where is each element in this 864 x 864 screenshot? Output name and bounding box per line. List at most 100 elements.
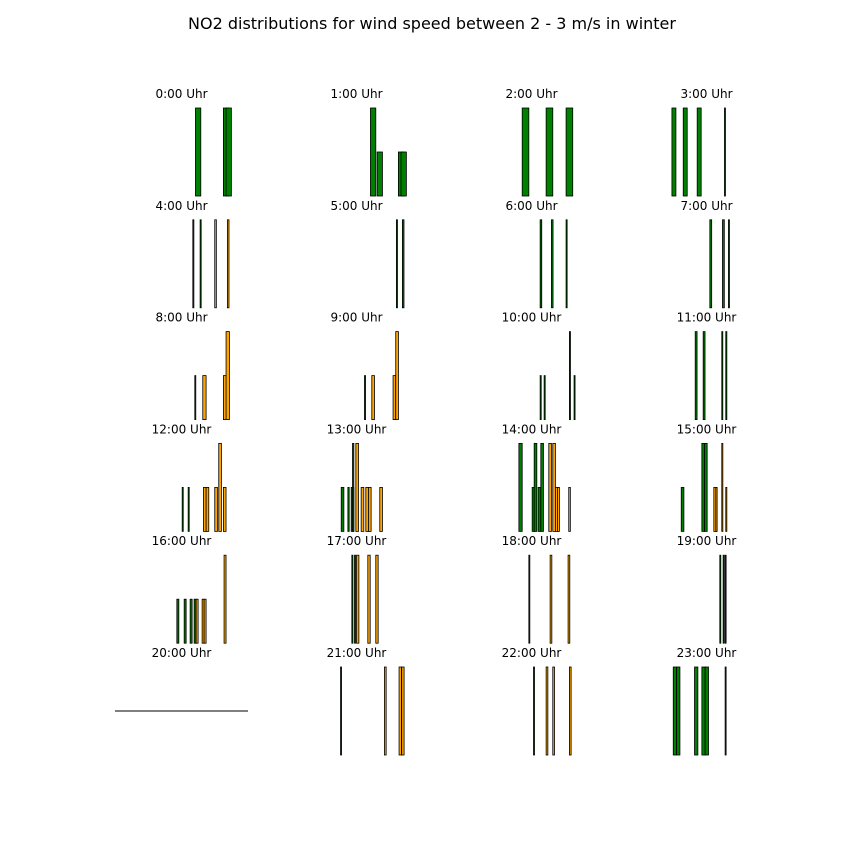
histogram-bar: [569, 331, 571, 421]
histogram-bar: [379, 486, 383, 532]
histogram-bar: [682, 107, 688, 197]
histogram-bar: [694, 666, 699, 756]
histogram-bar: [680, 486, 685, 532]
histogram-bar: [218, 442, 222, 532]
panel: 5:00 Uhr: [330, 199, 405, 309]
histogram-bar: [355, 442, 359, 532]
histogram-bar: [715, 486, 718, 532]
histogram-bar: [340, 666, 342, 756]
histogram-bar: [364, 375, 366, 421]
histogram-bar: [539, 375, 542, 421]
panel-title: 21:00 Uhr: [327, 646, 387, 660]
histogram-bar: [671, 107, 677, 197]
histogram-bar: [203, 486, 207, 532]
histogram-bar: [565, 219, 568, 309]
panel: 19:00 Uhr: [677, 534, 737, 644]
histogram-bar: [351, 554, 354, 644]
panel-title: 3:00 Uhr: [680, 87, 732, 101]
histogram-bar: [709, 219, 713, 309]
histogram-bar: [722, 219, 725, 309]
histogram-bar: [181, 486, 184, 532]
histogram-bar: [724, 666, 727, 756]
histogram-bar: [401, 666, 405, 756]
panel: 18:00 Uhr: [502, 534, 571, 644]
histogram-bar: [194, 375, 197, 421]
histogram-bar: [371, 375, 375, 421]
histogram-bar: [551, 219, 554, 309]
histogram-bar: [352, 442, 355, 532]
histogram-bar: [694, 331, 698, 421]
panel-title: 13:00 Uhr: [327, 422, 387, 436]
histogram-bar: [565, 107, 574, 197]
histogram-bar: [340, 486, 345, 532]
panel-title: 0:00 Uhr: [155, 87, 207, 101]
histogram-bar: [368, 486, 372, 532]
histogram-bar: [545, 107, 554, 197]
histogram-bar: [400, 151, 407, 197]
chart-title: NO2 distributions for wind speed between…: [188, 14, 676, 33]
histogram-bar: [533, 666, 535, 756]
histogram-bar: [223, 554, 227, 644]
histogram-bar: [573, 375, 576, 421]
panel: 17:00 Uhr: [327, 534, 386, 644]
histogram-bar: [728, 219, 730, 309]
panel-title: 11:00 Uhr: [677, 311, 737, 325]
panel-title: 20:00 Uhr: [152, 646, 212, 660]
panel-title: 2:00 Uhr: [505, 87, 557, 101]
panel-title: 4:00 Uhr: [155, 199, 207, 213]
histogram-bar: [724, 554, 727, 644]
histogram-bar: [367, 554, 371, 644]
histogram-bar: [704, 666, 709, 756]
histogram-bar: [401, 219, 405, 309]
panel: 22:00 Uhr: [502, 646, 572, 756]
panel: 0:00 Uhr: [155, 87, 232, 197]
histogram-bar: [539, 219, 543, 309]
histogram-bar: [568, 486, 571, 532]
histogram-bar: [533, 442, 538, 532]
histogram-bar: [569, 666, 572, 756]
panel-title: 7:00 Uhr: [680, 199, 732, 213]
histogram-bar: [557, 486, 560, 532]
histogram-bar: [725, 331, 728, 421]
panel: 7:00 Uhr: [680, 199, 733, 309]
histogram-bar: [189, 598, 193, 644]
histogram-bar: [384, 666, 387, 756]
histogram-bar: [545, 666, 549, 756]
panel: 15:00 Uhr: [677, 422, 737, 532]
panel-title: 19:00 Uhr: [677, 534, 737, 548]
histogram-bar: [356, 554, 360, 644]
panel: 9:00 Uhr: [330, 311, 399, 421]
panel: 16:00 Uhr: [152, 534, 227, 644]
histogram-bar: [392, 375, 397, 421]
histogram-bar: [395, 331, 399, 421]
panel-title: 15:00 Uhr: [677, 422, 737, 436]
panel: 1:00 Uhr: [330, 87, 407, 197]
panel-title: 14:00 Uhr: [502, 422, 562, 436]
histogram-bar: [195, 598, 199, 644]
panel-title: 9:00 Uhr: [330, 311, 382, 325]
panel: 8:00 Uhr: [155, 311, 230, 421]
histogram-bar: [202, 375, 207, 421]
panel-title: 5:00 Uhr: [330, 199, 382, 213]
histogram-bar: [347, 486, 350, 532]
panel-title: 16:00 Uhr: [152, 534, 212, 548]
panel-title: 1:00 Uhr: [330, 87, 382, 101]
panel-title: 18:00 Uhr: [502, 534, 562, 548]
panel: 3:00 Uhr: [671, 87, 733, 197]
histogram-bar: [226, 219, 230, 309]
panel: 20:00 Uhr: [115, 646, 248, 712]
histogram-bar: [370, 107, 377, 197]
histogram-bar: [721, 442, 724, 532]
histogram-bar: [567, 554, 571, 644]
histogram-bar: [225, 331, 230, 421]
histogram-bar: [721, 331, 724, 421]
histogram-bar: [724, 107, 726, 197]
histogram-bar: [214, 486, 218, 532]
histogram-bar: [395, 219, 398, 309]
panel-title: 23:00 Uhr: [677, 646, 737, 660]
panel: 2:00 Uhr: [505, 87, 574, 197]
histogram-bar: [719, 554, 722, 644]
panel-title: 22:00 Uhr: [502, 646, 562, 660]
histogram-bar: [672, 666, 677, 756]
histogram-bar: [725, 486, 728, 532]
